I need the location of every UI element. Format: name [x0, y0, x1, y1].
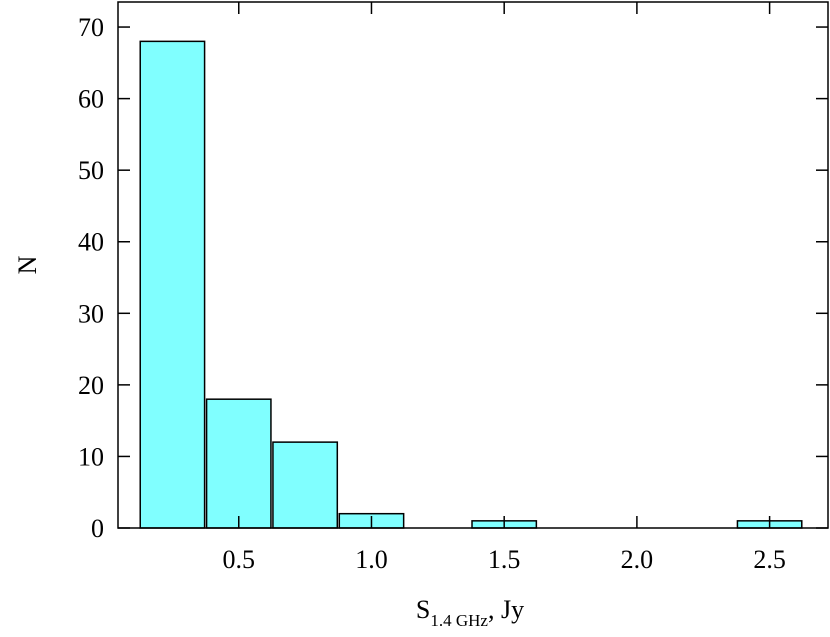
y-tick-label: 40 [78, 228, 104, 257]
bar [205, 398, 272, 529]
y-tick-label: 50 [78, 156, 104, 185]
bar [139, 40, 206, 529]
x-tick-label: 2.5 [753, 545, 786, 574]
y-axis-label: N [13, 255, 42, 274]
y-tick-label: 70 [78, 13, 104, 42]
y-tick-label: 60 [78, 85, 104, 114]
x-axis-label: S1.4 GHz, Jy [416, 595, 524, 630]
y-tick-label: 30 [78, 299, 104, 328]
x-tick-label: 1.5 [488, 545, 521, 574]
y-tick-label: 20 [78, 371, 104, 400]
x-tick-label: 1.0 [355, 545, 388, 574]
x-label-rest: , Jy [488, 595, 524, 624]
bar [272, 441, 339, 529]
y-tick-label: 10 [78, 442, 104, 471]
x-label-main: S [416, 595, 430, 624]
y-tick-label: 0 [91, 514, 104, 543]
x-tick-label: 0.5 [223, 545, 256, 574]
plot-frame [117, 1, 829, 529]
x-tick-label: 2.0 [621, 545, 654, 574]
x-label-subscript: 1.4 GHz [430, 611, 488, 630]
